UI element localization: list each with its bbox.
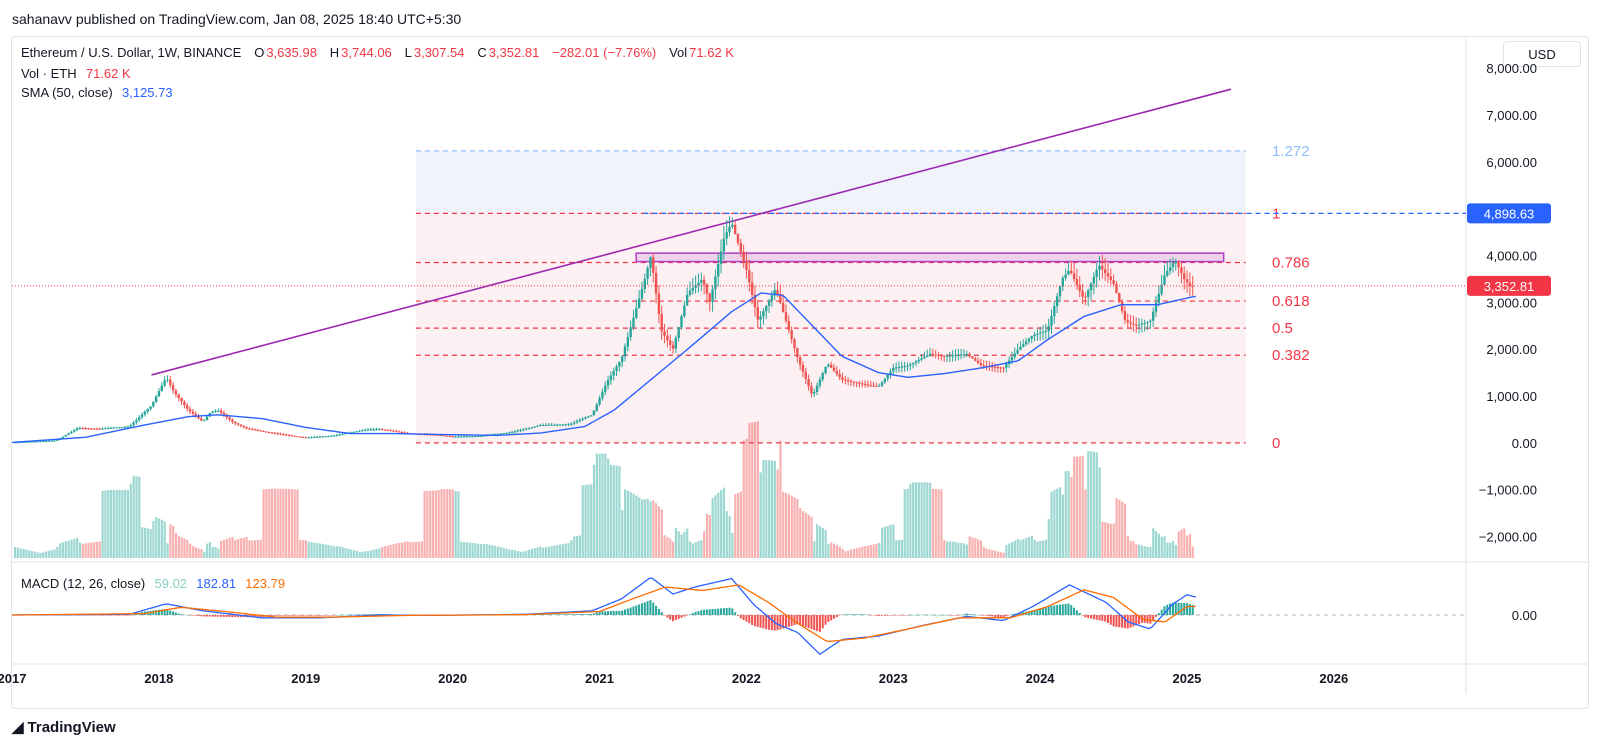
price-legend: Ethereum / U.S. Dollar, 1W, BINANCE O 3,6… <box>21 45 736 60</box>
macd-line-value: 182.81 <box>196 576 237 591</box>
open-label: O <box>254 45 265 60</box>
vol-eth-label: Vol · ETH <box>21 66 77 81</box>
high-value: 3,744.06 <box>341 45 392 60</box>
high-label: H <box>329 45 340 60</box>
chart-frame <box>11 36 1589 709</box>
macd-label: MACD (12, 26, close) <box>21 576 146 591</box>
tradingview-logo[interactable]: ◢ TradingView <box>12 718 116 737</box>
low-value: 3,307.54 <box>413 45 465 60</box>
low-label: L <box>404 45 412 60</box>
open-value: 3,635.98 <box>266 45 317 60</box>
sma-label: SMA (50, close) <box>21 85 113 100</box>
vol-eth-value: 71.62 K <box>85 66 131 81</box>
close-value: 3,352.81 <box>488 45 540 60</box>
footer-brand: TradingView <box>27 718 116 736</box>
sma-legend[interactable]: SMA (50, close) 3,125.73 <box>21 85 175 100</box>
publish-header: sahanavv published on TradingView.com, J… <box>12 11 462 27</box>
tv-logo-icon: ◢ <box>12 719 24 736</box>
macd-signal-value: 123.79 <box>245 576 286 591</box>
volume-legend[interactable]: Vol · ETH 71.62 K <box>21 66 133 81</box>
symbol-label[interactable]: Ethereum / U.S. Dollar, 1W, BINANCE <box>21 45 242 60</box>
vol-value: 71.62 K <box>689 45 734 60</box>
macd-legend[interactable]: MACD (12, 26, close) 59.02 182.81 123.79 <box>21 576 287 591</box>
vol-label: Vol <box>669 45 688 60</box>
close-label: C <box>477 45 487 60</box>
currency-button[interactable]: USD <box>1503 41 1581 67</box>
macd-hist-value: 59.02 <box>154 576 188 591</box>
change-value: −282.01 (−7.76%) <box>552 45 657 60</box>
sma-value: 3,125.73 <box>122 85 173 100</box>
